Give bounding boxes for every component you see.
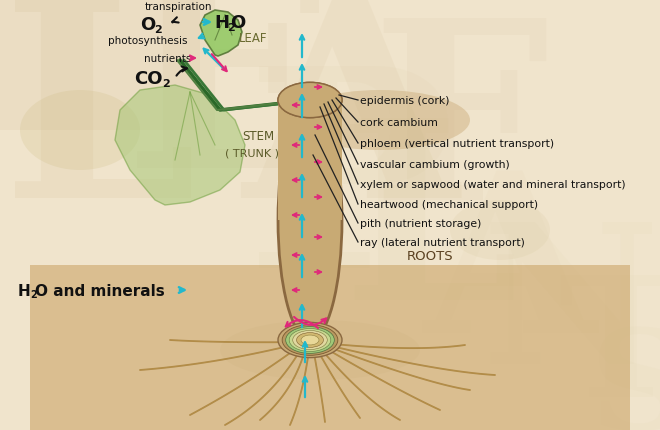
Text: cork cambium: cork cambium [360,118,438,128]
FancyBboxPatch shape [278,101,342,221]
Ellipse shape [301,335,319,345]
Text: 2: 2 [162,79,170,89]
Ellipse shape [289,143,331,298]
Text: L: L [342,110,518,351]
Text: epidermis (cork): epidermis (cork) [360,96,449,106]
FancyBboxPatch shape [282,101,338,221]
Text: STEM: STEM [242,129,274,142]
Ellipse shape [293,91,327,110]
Text: H: H [214,14,230,32]
Text: O: O [230,14,246,32]
Text: N: N [481,216,659,405]
Text: F: F [371,10,548,252]
Ellipse shape [296,93,323,108]
Ellipse shape [286,129,335,311]
Text: H: H [18,283,31,298]
Text: 2: 2 [30,289,37,299]
Ellipse shape [286,327,335,353]
Text: transpiration: transpiration [145,2,212,12]
Ellipse shape [286,87,335,114]
Text: S: S [590,323,660,430]
FancyBboxPatch shape [30,265,630,430]
Ellipse shape [450,200,550,261]
Text: phloem (vertical nutrient transport): phloem (vertical nutrient transport) [360,139,554,149]
Text: nutrients: nutrients [145,54,191,64]
Text: 2: 2 [227,23,235,33]
Text: ROOTS: ROOTS [407,249,453,262]
Text: CO: CO [134,70,162,88]
Text: 2: 2 [154,25,162,35]
Ellipse shape [296,93,323,108]
Text: O and minerals: O and minerals [35,283,165,298]
Text: A: A [424,163,596,378]
Ellipse shape [301,96,319,106]
Ellipse shape [282,86,338,116]
Ellipse shape [278,83,342,118]
Ellipse shape [289,329,331,352]
Text: O: O [141,16,156,34]
FancyBboxPatch shape [0,0,200,131]
Ellipse shape [296,170,323,271]
Ellipse shape [282,86,338,116]
Ellipse shape [278,83,342,118]
Text: P: P [246,56,454,325]
Ellipse shape [20,91,140,171]
Text: T: T [558,269,660,430]
Ellipse shape [301,187,319,254]
Ellipse shape [278,101,342,340]
Text: LEAF: LEAF [239,31,267,44]
Text: A: A [242,0,458,255]
Polygon shape [115,86,245,206]
Text: pith (nutrient storage): pith (nutrient storage) [360,218,481,228]
Ellipse shape [289,89,331,112]
Ellipse shape [278,322,342,358]
Ellipse shape [220,320,420,380]
Ellipse shape [282,325,338,356]
FancyBboxPatch shape [286,101,335,221]
Text: ray (lateral nutrient transport): ray (lateral nutrient transport) [360,237,525,247]
Text: heartwood (mechanical support): heartwood (mechanical support) [360,200,538,209]
Ellipse shape [289,89,331,112]
Ellipse shape [290,91,470,150]
FancyBboxPatch shape [296,101,323,221]
Polygon shape [200,11,242,57]
FancyBboxPatch shape [278,101,342,221]
FancyBboxPatch shape [289,101,331,221]
Text: E: E [124,0,336,225]
Ellipse shape [282,117,338,325]
Text: photosynthesis: photosynthesis [108,36,187,46]
Ellipse shape [296,333,323,347]
Ellipse shape [301,96,319,106]
Ellipse shape [293,91,327,110]
Text: xylem or sapwood (water and mineral transport): xylem or sapwood (water and mineral tran… [360,180,626,190]
Text: L: L [3,0,197,255]
FancyBboxPatch shape [293,101,327,221]
Ellipse shape [293,156,327,285]
Ellipse shape [293,331,327,350]
FancyBboxPatch shape [301,101,319,221]
Ellipse shape [286,87,335,114]
Text: ( TRUNK ): ( TRUNK ) [225,147,279,158]
Text: vascular cambium (growth): vascular cambium (growth) [360,160,510,169]
